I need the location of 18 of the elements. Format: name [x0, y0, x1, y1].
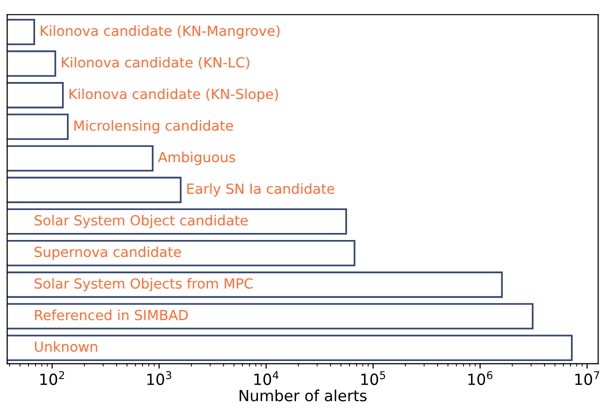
y-tick-label: Microlensing candidate [74, 120, 233, 134]
y-tick-label: Referenced in SIMBAD [35, 310, 188, 320]
x-tick-label: 10$^{6}$ [468, 371, 492, 386]
y-tick-label: Early SN Ia candidate [187, 183, 334, 197]
y-tick-label: Solar System Objects from MPC [34, 278, 253, 292]
x-tick-label: 10$^{7}$ [575, 371, 600, 386]
y-tick-label: Solar System Object candidate [34, 214, 248, 228]
y-tick-label: Ambiguous [158, 152, 236, 166]
y-tick-label: Supernova candidate [34, 246, 181, 260]
y-tick-label: Kilonova candidate (KN-Slope) [70, 88, 278, 102]
y-tick-label: Kilonova candidate (KN-LC) [62, 56, 250, 70]
y-tick-label: Kilonova candidate (KN-Mangrove) [40, 25, 280, 39]
y-tick-label: Unknown [35, 341, 98, 352]
x-tick-label: 10$^{2}$ [40, 371, 64, 386]
x-tick-label: 10$^{4}$ [254, 371, 278, 386]
x-tick-label: 10$^{3}$ [147, 371, 172, 386]
x-tick-label: 10$^{5}$ [361, 371, 386, 386]
x-axis-title: Number of alerts [240, 390, 366, 402]
